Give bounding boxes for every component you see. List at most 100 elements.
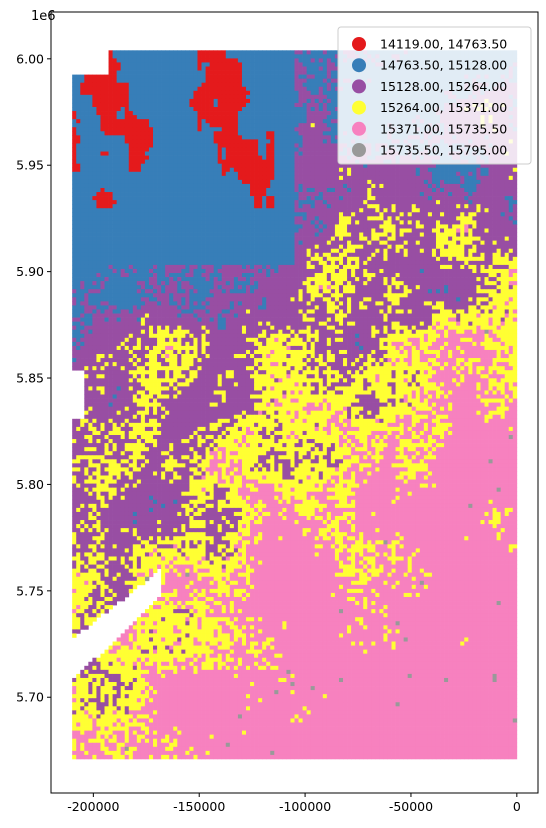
raster-cell — [302, 175, 307, 181]
raster-cell — [185, 192, 190, 197]
raster-cell — [318, 204, 324, 209]
raster-cell — [306, 119, 312, 124]
raster-cell — [258, 54, 263, 59]
raster-cell — [334, 131, 340, 136]
raster-cell — [84, 107, 89, 112]
raster-cell — [72, 224, 77, 229]
raster-cell — [496, 192, 501, 197]
raster-cell — [80, 208, 85, 213]
raster-cell — [314, 232, 320, 237]
raster-cell — [306, 183, 312, 189]
raster-cell — [233, 115, 239, 120]
raster-cell — [197, 196, 202, 201]
raster-cell — [213, 159, 219, 165]
raster-cell — [347, 228, 352, 233]
raster-cell — [343, 167, 348, 173]
raster-cell — [375, 179, 380, 185]
raster-cell — [157, 163, 162, 169]
raster-cell — [282, 151, 287, 156]
raster-cell — [266, 98, 271, 104]
raster-cell — [452, 179, 457, 185]
raster-cell — [347, 171, 352, 177]
raster-cell — [76, 192, 81, 197]
raster-cell — [302, 86, 307, 92]
raster-cell — [92, 167, 97, 173]
raster-cell — [72, 200, 77, 205]
raster-cell — [177, 62, 182, 67]
raster-cell — [318, 98, 324, 104]
raster-cell — [128, 183, 134, 189]
raster-cell — [347, 204, 352, 209]
raster-cell — [181, 171, 186, 177]
raster-cell — [124, 98, 130, 104]
raster-cell — [290, 139, 295, 144]
raster-cell — [233, 204, 239, 209]
raster-cell — [464, 212, 469, 217]
raster-cell — [197, 94, 202, 100]
raster-cell — [197, 175, 202, 181]
raster-cell — [221, 155, 227, 160]
raster-cell — [76, 220, 81, 225]
raster-cell — [512, 228, 518, 233]
raster-cell — [387, 192, 392, 197]
raster-cell — [286, 155, 291, 160]
raster-cell — [444, 183, 449, 189]
raster-cell — [116, 208, 122, 213]
raster-cell — [298, 70, 303, 75]
raster-cell — [221, 204, 227, 209]
raster-cell — [440, 212, 445, 217]
raster-cell — [407, 228, 413, 233]
raster-cell — [294, 192, 299, 197]
raster-cell — [375, 187, 380, 193]
raster-cell — [237, 212, 243, 217]
raster-cell — [201, 192, 206, 197]
raster-cell — [185, 200, 190, 205]
raster-cell — [310, 196, 316, 201]
raster-cell — [298, 163, 303, 169]
raster-cell — [302, 147, 307, 152]
raster-cell — [427, 220, 433, 225]
raster-cell — [144, 111, 150, 116]
raster-cell — [120, 127, 126, 132]
raster-cell — [140, 220, 146, 225]
raster-cell — [104, 82, 109, 88]
raster-cell — [512, 216, 518, 221]
raster-cell — [456, 192, 461, 197]
raster-cell — [407, 179, 413, 185]
raster-cell — [177, 179, 182, 185]
raster-cell — [468, 212, 473, 217]
raster-cell — [254, 58, 259, 63]
raster-cell — [209, 90, 214, 96]
raster-cell — [306, 212, 312, 217]
raster-cell — [128, 119, 134, 124]
raster-cell — [508, 171, 514, 177]
raster-cell — [456, 167, 461, 173]
raster-cell — [225, 224, 231, 229]
raster-cell — [233, 127, 239, 132]
raster-cell — [217, 216, 223, 221]
raster-cell — [201, 135, 206, 140]
raster-cell — [250, 50, 255, 55]
raster-cell — [262, 78, 267, 84]
raster-cell — [217, 62, 223, 67]
raster-cell — [411, 208, 417, 213]
raster-cell — [153, 192, 158, 197]
raster-cell — [278, 98, 283, 104]
raster-cell — [334, 143, 340, 148]
raster-cell — [302, 107, 307, 112]
raster-cell — [286, 115, 291, 120]
raster-cell — [161, 200, 166, 205]
raster-cell — [415, 171, 421, 177]
raster-cell — [217, 192, 223, 197]
raster-cell — [310, 183, 316, 189]
raster-cell — [181, 86, 186, 92]
raster-cell — [351, 216, 356, 221]
raster-cell — [116, 127, 122, 132]
raster-cell — [181, 54, 186, 59]
raster-cell — [148, 171, 154, 177]
raster-cell — [314, 200, 320, 205]
raster-cell — [496, 216, 501, 221]
raster-cell — [254, 139, 259, 144]
raster-cell — [355, 224, 360, 229]
raster-cell — [185, 135, 190, 140]
